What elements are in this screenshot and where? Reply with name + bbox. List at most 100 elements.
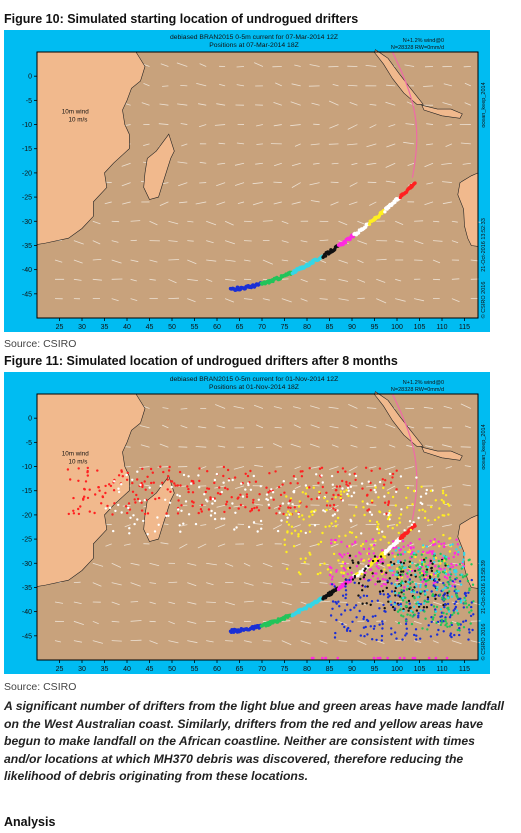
- drifter-point: [216, 492, 220, 495]
- drifter-point: [453, 633, 456, 637]
- drifter-point: [434, 610, 438, 613]
- drifter-point: [413, 656, 417, 660]
- wind-arrow: [256, 124, 263, 127]
- drifter-point: [104, 484, 107, 488]
- drifter-point: [257, 509, 261, 512]
- drifter-point: [417, 516, 420, 520]
- drifter-point: [438, 545, 441, 548]
- drifter-point: [399, 475, 403, 478]
- drifter-point: [141, 483, 144, 487]
- drifter-point: [405, 632, 408, 635]
- drifter-point: [146, 533, 149, 536]
- drifter-point: [371, 501, 374, 504]
- drifter-point: [139, 483, 142, 487]
- wind-arrow: [281, 562, 290, 566]
- drifter-point: [283, 491, 286, 494]
- drifter-point: [419, 609, 422, 612]
- drifter-point: [395, 637, 398, 640]
- drifter-point: [386, 593, 390, 596]
- drifter-point: [436, 581, 439, 584]
- drifter-point: [179, 530, 182, 533]
- drifter-point: [414, 575, 417, 578]
- wind-arrow: [92, 582, 102, 587]
- drifter-point: [312, 656, 315, 660]
- drifter-point: [423, 590, 426, 593]
- drifter-point: [362, 547, 366, 551]
- drifter-point: [465, 573, 469, 576]
- drifter-point: [405, 496, 408, 499]
- wind-arrow: [369, 104, 377, 106]
- drifter-point: [427, 600, 430, 603]
- wind-arrow: [224, 562, 234, 567]
- drifter-point: [467, 638, 470, 641]
- drifter-point: [374, 539, 377, 542]
- drifter-point: [341, 622, 344, 626]
- wind-arrow: [273, 102, 282, 106]
- x-tick-label: 110: [436, 666, 447, 673]
- drifter-point: [415, 553, 418, 556]
- drifter-point: [192, 482, 195, 485]
- drifter-point: [244, 472, 247, 475]
- drifter-point: [446, 602, 450, 606]
- y-tick-label: -10: [22, 122, 32, 129]
- drifter-point: [456, 622, 459, 625]
- drifter-point: [442, 630, 445, 633]
- x-tick-label: 65: [236, 324, 244, 331]
- drifter-point: [290, 525, 294, 528]
- madagascar-landmass: [143, 133, 175, 200]
- wind-arrow: [177, 161, 188, 164]
- drifter-point: [299, 573, 302, 576]
- drifter-point: [150, 481, 153, 485]
- drifter-point: [424, 570, 428, 574]
- drifter-point: [449, 632, 453, 635]
- drifter-point: [330, 538, 333, 542]
- drifter-point: [355, 565, 359, 568]
- drifter-point: [447, 565, 450, 568]
- drifter-point: [357, 582, 361, 585]
- drifter-point: [331, 497, 334, 501]
- wind-arrow: [217, 543, 226, 547]
- drifter-point: [282, 480, 285, 483]
- drifter-point: [463, 551, 466, 555]
- drifter-point: [400, 567, 403, 570]
- x-tick-label: 35: [101, 324, 109, 331]
- drifter-point: [108, 483, 111, 486]
- drifter-point: [294, 510, 298, 513]
- drifter-point: [310, 498, 313, 501]
- drifter-point: [405, 627, 408, 630]
- drifter-point: [275, 512, 278, 515]
- drifter-point: [347, 494, 350, 498]
- x-tick-label: 55: [191, 666, 199, 673]
- drifter-point: [340, 613, 343, 616]
- drifter-point: [256, 530, 259, 533]
- wind-arrow: [387, 524, 396, 527]
- y-tick-label: -15: [22, 488, 32, 495]
- drifter-point: [146, 475, 149, 478]
- x-tick-label: 40: [123, 324, 131, 331]
- wind-arrow: [252, 201, 264, 206]
- drifter-point: [420, 485, 423, 488]
- wind-arrow: [237, 201, 245, 204]
- drifter-point: [408, 578, 411, 581]
- drifter-point: [220, 517, 223, 520]
- y-tick-label: -35: [22, 243, 32, 250]
- drifter-point: [404, 619, 408, 622]
- drifter-point: [424, 592, 427, 595]
- drifter-point: [141, 467, 144, 470]
- drifter-point: [249, 469, 252, 473]
- drifter-point: [388, 569, 392, 572]
- drifter-point: [457, 550, 460, 554]
- drifter-point: [347, 489, 350, 492]
- drifter-point: [429, 559, 432, 563]
- drifter-point: [228, 506, 231, 510]
- drifter-point: [397, 546, 400, 550]
- drifter-point: [393, 607, 397, 610]
- drifter-point: [331, 600, 335, 603]
- drifter-point: [113, 502, 116, 505]
- drifter-point: [351, 235, 355, 239]
- drifter-point: [391, 527, 394, 530]
- drifter-point: [308, 467, 311, 470]
- wind-arrow: [291, 162, 301, 167]
- drifter-point: [233, 528, 236, 531]
- wind-arrow: [349, 102, 358, 106]
